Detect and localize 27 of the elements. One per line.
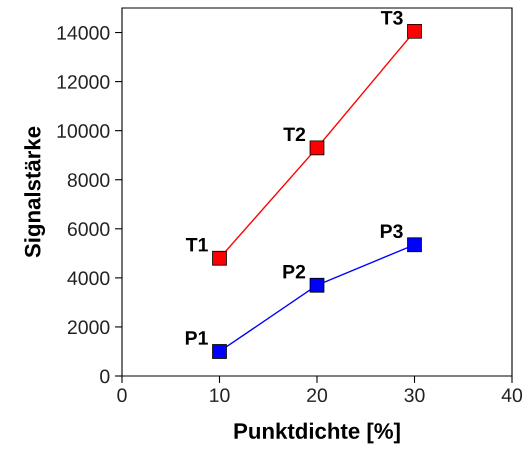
y-tick-label: 2000 (68, 320, 110, 334)
annotation: P3 (380, 224, 403, 238)
y-tick-label: 6000 (68, 222, 110, 236)
y-tick-label: 12000 (58, 75, 110, 89)
point (212, 344, 227, 359)
y-tick-label: 14000 (58, 26, 110, 40)
annotation: T3 (380, 10, 403, 25)
x-axis-title: Punktdichte [%] (234, 422, 400, 444)
annotation: T1 (186, 238, 208, 252)
x-tick-label: 20 (307, 388, 328, 402)
y-tick-label: 0 (100, 369, 110, 384)
x-tick-label: 40 (502, 388, 522, 402)
x-tick-label: 10 (210, 388, 230, 402)
annotation: P1 (186, 331, 208, 345)
point (407, 237, 422, 252)
y-tick-label: 8000 (68, 173, 110, 187)
y-axis-title: Signalstärke (24, 126, 46, 258)
point (212, 250, 227, 266)
point (407, 24, 422, 39)
x-tick-label: 0 (117, 388, 127, 402)
y-tick-label: 10000 (58, 124, 110, 138)
annotation: T2 (283, 127, 306, 142)
x-tick-label: 30 (404, 388, 425, 402)
point (310, 278, 324, 293)
annotation: P2 (283, 264, 306, 278)
point (310, 140, 324, 156)
y-tick-label: 4000 (67, 271, 110, 286)
